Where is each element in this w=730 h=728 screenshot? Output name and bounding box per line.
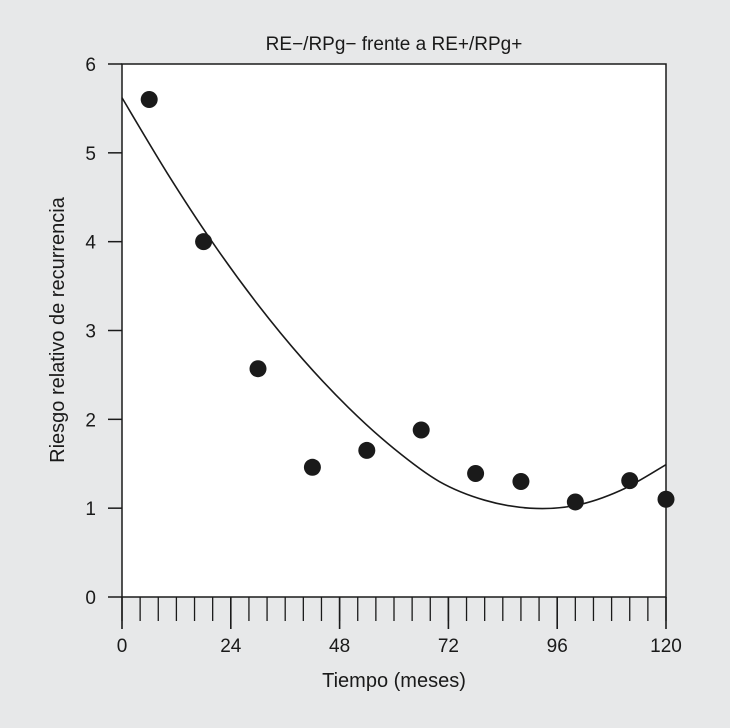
data-point (140, 91, 158, 109)
y-axis-label: Riesgo relativo de recurrencia (47, 196, 69, 463)
data-point (195, 233, 213, 251)
axis-ticks (108, 63, 667, 629)
x-tick-label: 24 (220, 636, 242, 657)
plot-area (121, 63, 667, 598)
x-minor-ticks (121, 597, 667, 621)
x-axis-label: Tiempo (meses) (322, 670, 466, 692)
y-tick-label: 3 (85, 322, 96, 343)
y-tick-label: 6 (85, 55, 96, 76)
x-tick-label: 72 (438, 636, 459, 657)
y-tick-label: 0 (85, 588, 96, 609)
y-tick-label: 4 (85, 233, 96, 254)
y-tick-label: 5 (85, 144, 96, 165)
data-points (140, 91, 675, 511)
y-tick-label: 1 (85, 499, 96, 520)
chart-title: RE−/RPg− frente a RE+/RPg+ (266, 34, 523, 55)
x-tick-label: 120 (650, 636, 682, 657)
data-point (249, 360, 267, 378)
data-point (303, 458, 321, 476)
x-tick-label: 48 (329, 636, 350, 657)
x-tick-label: 0 (117, 636, 128, 657)
data-point (358, 441, 376, 459)
data-point (467, 465, 485, 483)
data-point (566, 493, 584, 511)
data-point (412, 421, 430, 439)
data-point (657, 490, 675, 508)
x-tick-label: 96 (547, 636, 568, 657)
tick-labels: 0 24 48 72 96 120 0 1 2 3 4 5 6 (85, 55, 681, 657)
y-tick-label: 2 (85, 410, 96, 431)
data-point (512, 473, 530, 491)
data-point (621, 472, 639, 490)
